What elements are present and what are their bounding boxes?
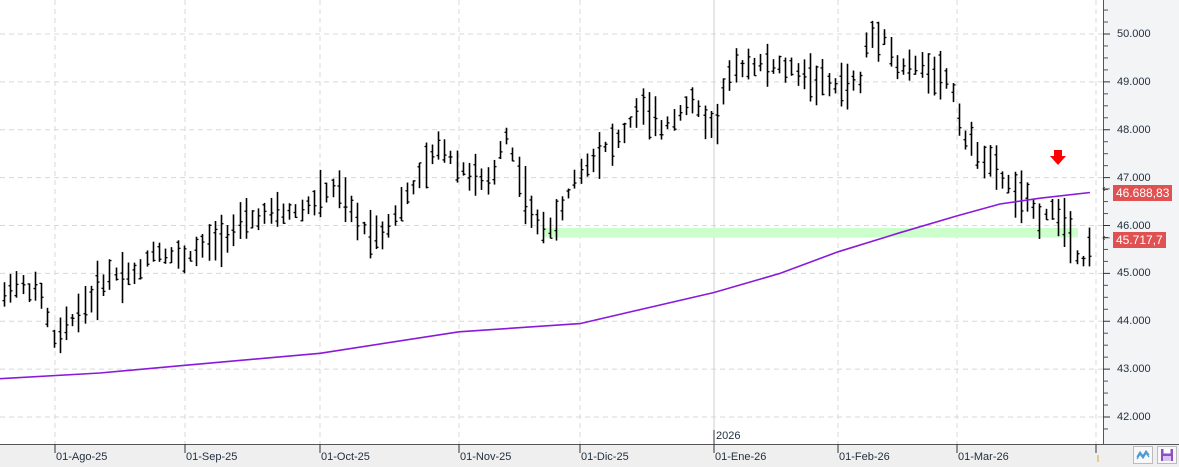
- price-pointer-icon: ←: [1102, 233, 1111, 244]
- y-axis[interactable]: [1103, 0, 1179, 444]
- y-tick-label: 44.000: [1117, 315, 1151, 328]
- x-tick-label: 01-Mar-26: [958, 451, 1009, 463]
- down-arrow-icon: [1050, 150, 1066, 165]
- y-tick-label: 50.000: [1117, 28, 1151, 40]
- y-tick-label: 46.000: [1117, 219, 1151, 232]
- year-marker-label: 2026: [716, 430, 741, 442]
- line-chart-icon: [1136, 449, 1150, 460]
- y-tick-label: 49.000: [1117, 75, 1151, 88]
- plot-area[interactable]: [0, 0, 1103, 444]
- x-tick-label: 01-Sep-25: [186, 451, 238, 463]
- ma-value-tag: 46.688,83: [1113, 185, 1173, 201]
- save-button[interactable]: [1157, 446, 1177, 464]
- ma-pointer-icon: ←: [1102, 184, 1111, 195]
- indicator-button[interactable]: [1133, 446, 1153, 464]
- x-tick-label: 01-Feb-26: [839, 451, 890, 463]
- x-tick-label: 01-Ago-25: [56, 451, 108, 463]
- x-tick-label: 01-Nov-25: [460, 451, 512, 463]
- y-tick-label: 47.000: [1117, 171, 1151, 184]
- y-tick-label: 43.000: [1117, 363, 1151, 376]
- chart-plot: [0, 0, 1103, 444]
- x-tick-label: 01-Ene-26: [715, 451, 767, 463]
- y-tick-label: 42.000: [1117, 411, 1151, 423]
- y-tick-label: 45.000: [1117, 267, 1151, 280]
- save-icon: [1161, 449, 1173, 461]
- x-tick-label: 01-Dic-25: [581, 451, 629, 463]
- x-axis[interactable]: [0, 444, 1179, 467]
- x-tick-label: 01-Oct-25: [321, 451, 370, 463]
- price-value-tag: 45.717,7: [1113, 232, 1166, 248]
- y-tick-label: 48.000: [1117, 123, 1151, 136]
